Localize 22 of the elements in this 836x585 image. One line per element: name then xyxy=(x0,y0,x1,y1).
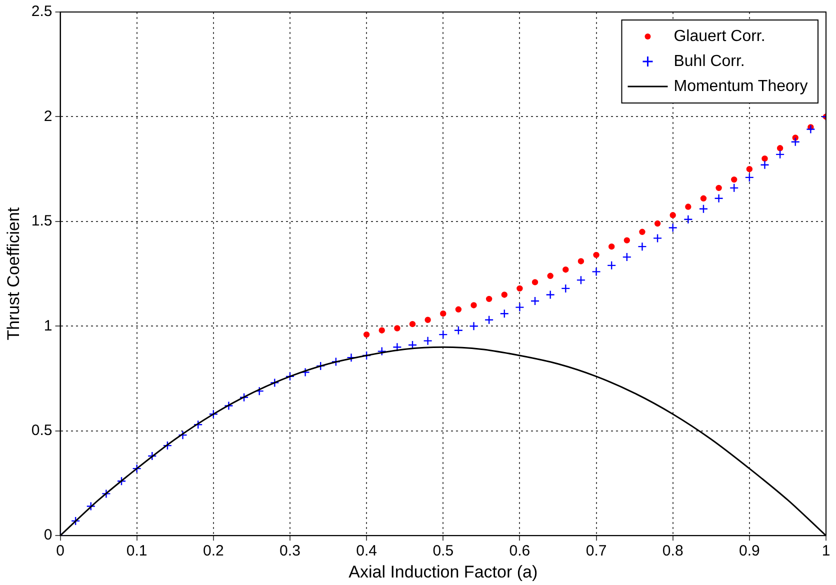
x-tick-label: 0.3 xyxy=(280,542,300,560)
x-tick-label: 0.4 xyxy=(356,542,377,560)
x-tick-label: 0.1 xyxy=(126,542,148,560)
x-tick-label: 0.2 xyxy=(202,542,224,560)
x-tick-label: 0.6 xyxy=(509,542,530,560)
x-tick-label: 0.5 xyxy=(432,542,454,560)
x-axis-title: Axial Induction Factor (a) xyxy=(348,562,538,582)
x-tick-label: 0 xyxy=(56,542,64,560)
x-tick-label: 0.7 xyxy=(586,542,607,560)
y-tick-label: 2.5 xyxy=(31,3,52,20)
y-tick-label: 1 xyxy=(44,317,52,334)
x-tick-label: 1 xyxy=(822,542,830,560)
y-axis-title: Thrust Coefficient xyxy=(4,207,23,340)
y-tick-label: 0.5 xyxy=(31,422,52,440)
x-tick-label: 0.9 xyxy=(738,542,760,560)
legend-label: Glauert Corr. xyxy=(674,28,766,45)
legend-label: Buhl Corr. xyxy=(674,52,745,70)
y-tick-label: 0 xyxy=(44,526,52,544)
y-tick-label: 2 xyxy=(44,108,52,125)
y-tick-label: 1.5 xyxy=(31,212,52,230)
legend-label: Momentum Theory xyxy=(674,78,808,95)
x-tick-label: 0.8 xyxy=(662,542,684,560)
